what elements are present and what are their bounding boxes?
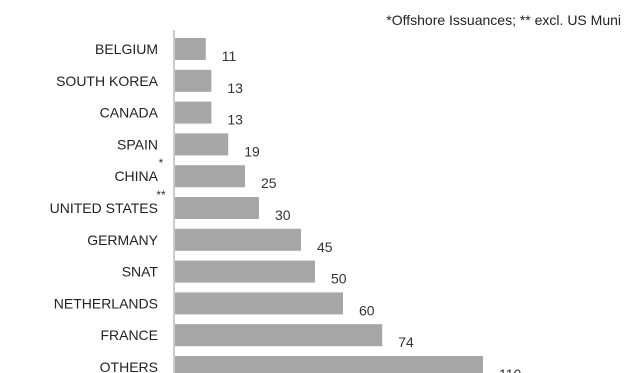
value-label: 19 xyxy=(244,143,260,159)
category-label: SPAIN xyxy=(117,136,158,152)
bar-netherlands xyxy=(175,292,343,315)
bar-germany xyxy=(175,228,301,251)
chart-footnote: *Offshore Issuances; ** excl. US Muni xyxy=(386,12,621,28)
value-label: 25 xyxy=(261,175,277,191)
bar-canada xyxy=(175,101,212,124)
category-label: GERMANY xyxy=(87,232,158,248)
value-label: 13 xyxy=(227,80,243,96)
bar-snat xyxy=(175,260,315,283)
value-label: 110 xyxy=(499,366,522,373)
value-label: 11 xyxy=(222,48,237,64)
value-label: 60 xyxy=(359,302,375,318)
category-marker: * xyxy=(159,156,164,170)
category-label: SNAT xyxy=(122,264,159,280)
bar-spain xyxy=(175,133,229,156)
bar-south-korea xyxy=(175,69,212,92)
value-label: 13 xyxy=(227,112,243,128)
category-label: UNITED STATES xyxy=(50,200,158,216)
value-label: 74 xyxy=(398,334,414,350)
category-label: CANADA xyxy=(100,105,159,121)
category-label: OTHERS xyxy=(100,359,158,373)
value-label: 45 xyxy=(317,239,333,255)
category-label: CHINA xyxy=(114,168,158,184)
bar-belgium xyxy=(175,38,206,60)
value-label: 50 xyxy=(331,271,347,287)
category-label: NETHERLANDS xyxy=(54,295,158,311)
bar-france xyxy=(175,324,383,347)
category-label: FRANCE xyxy=(100,327,158,343)
bar-others xyxy=(175,356,483,373)
bar-united-states xyxy=(175,197,259,219)
value-label: 30 xyxy=(275,207,291,223)
category-label: SOUTH KOREA xyxy=(56,73,159,89)
category-label: BELGIUM xyxy=(95,41,158,57)
category-marker: ** xyxy=(156,188,166,202)
bar-china xyxy=(175,165,245,188)
